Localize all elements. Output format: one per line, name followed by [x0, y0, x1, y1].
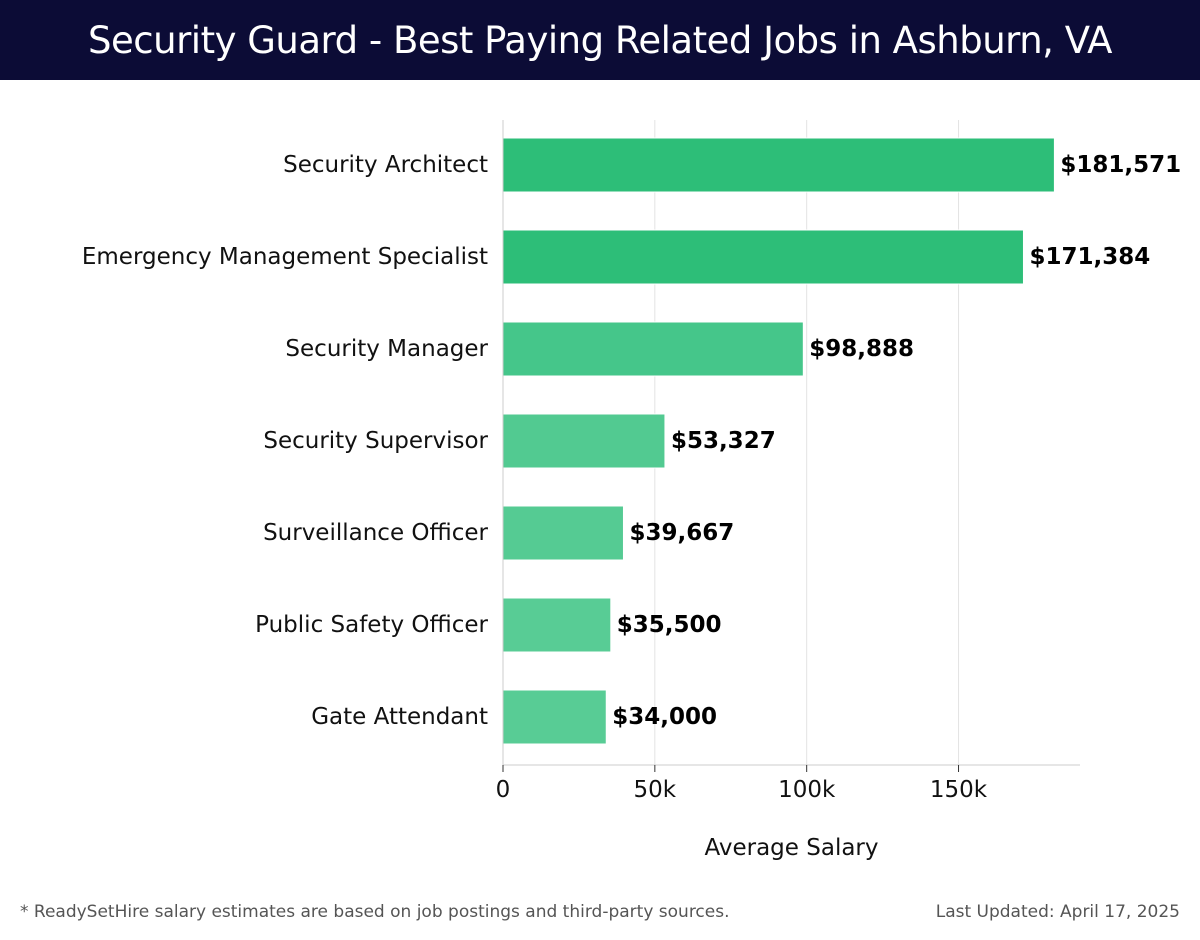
- category-label: Security Supervisor: [263, 428, 488, 454]
- bar: [502, 321, 804, 377]
- category-label: Public Safety Officer: [255, 612, 488, 638]
- chart-title: Security Guard - Best Paying Related Job…: [88, 18, 1112, 62]
- category-label: Security Architect: [283, 152, 488, 178]
- bar: [502, 229, 1024, 285]
- value-label: $53,327: [671, 428, 776, 454]
- labels: Security Architect $181,571 Emergency Mana…: [82, 152, 1181, 861]
- bar: [502, 137, 1055, 193]
- bar: [502, 597, 612, 653]
- value-label: $98,888: [809, 336, 914, 362]
- bar: [502, 689, 607, 745]
- category-label: Surveillance Officer: [263, 520, 488, 546]
- chart-header: Security Guard - Best Paying Related Job…: [0, 0, 1200, 80]
- value-label: $35,500: [617, 612, 722, 638]
- value-label: $181,571: [1060, 152, 1181, 178]
- x-axis-title: Average Salary: [704, 835, 878, 861]
- footer-note: * ReadySetHire salary estimates are base…: [20, 902, 730, 922]
- bar-chart: Security Architect $181,571 Emergency Mana…: [82, 120, 1181, 861]
- bars: [502, 137, 1055, 745]
- bar: [502, 505, 624, 561]
- value-label: $171,384: [1029, 244, 1150, 270]
- x-tick-label: 100k: [778, 777, 836, 803]
- axes: [502, 120, 1080, 772]
- category-label: Security Manager: [285, 336, 488, 362]
- bar: [502, 413, 666, 469]
- x-tick-label: 50k: [634, 777, 677, 803]
- category-label: Gate Attendant: [311, 704, 488, 730]
- x-tick-label: 0: [496, 777, 511, 803]
- value-label: $34,000: [612, 704, 717, 730]
- value-label: $39,667: [629, 520, 734, 546]
- x-tick-label: 150k: [930, 777, 988, 803]
- category-label: Emergency Management Specialist: [82, 244, 488, 270]
- last-updated: Last Updated: April 17, 2025: [935, 902, 1180, 922]
